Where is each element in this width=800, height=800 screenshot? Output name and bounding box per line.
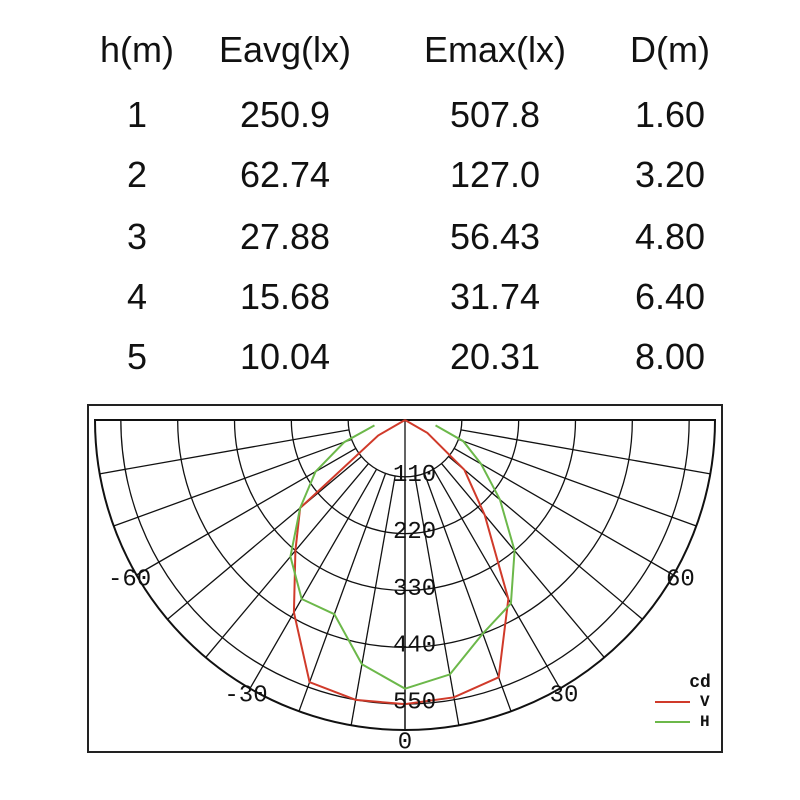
table-cell: 1 [126, 94, 148, 135]
theta-tick-label: 30 [550, 683, 579, 710]
table-cell: 20.31 [449, 336, 541, 377]
theta-grid-line [458, 438, 697, 527]
theta-tick-label: -30 [224, 683, 267, 710]
table-cell: 15.68 [239, 276, 331, 317]
theta-grid-line [350, 475, 396, 726]
chart-frame [87, 404, 723, 753]
theta-grid-line [113, 438, 352, 527]
theta-grid-line [167, 456, 362, 620]
r-tick-label: 550 [393, 690, 436, 717]
table-cell: 27.88 [239, 216, 331, 257]
r-tick-label: 330 [393, 576, 436, 603]
table-cell: 4.80 [634, 216, 706, 257]
theta-grid-line [99, 429, 350, 475]
legend-label: H [700, 713, 710, 731]
intensity-curve [292, 419, 510, 706]
table-cell: 6.40 [634, 276, 706, 317]
table-cell: 8.00 [634, 336, 706, 377]
table-cell: 3 [126, 216, 148, 257]
theta-grid-line [298, 473, 387, 712]
header-cell: Emax(lx) [424, 29, 566, 70]
header-cell: Eavg(lx) [218, 29, 352, 70]
legend-title: cd [689, 673, 711, 693]
table-cell: 31.74 [449, 276, 541, 317]
theta-tick-label: -60 [108, 566, 151, 593]
theta-tick-label: 0 [398, 729, 412, 756]
r-tick-label: 220 [393, 519, 436, 546]
theta-grid-line [414, 475, 460, 726]
table-cell: 4 [126, 276, 148, 317]
table-cell: 250.9 [239, 94, 331, 135]
r-tick-label: 440 [393, 633, 436, 660]
header-cell: D(m) [630, 29, 710, 70]
theta-grid-line [460, 429, 711, 475]
r-grid-ring [233, 419, 577, 592]
theta-grid-line [205, 463, 369, 658]
legend-label: V [700, 693, 710, 711]
theta-grid-line [448, 456, 643, 620]
table-cell: 5 [126, 336, 148, 377]
theta-grid-line [423, 473, 512, 712]
theta-grid-line [136, 447, 357, 576]
theta-tick-label: 60 [666, 566, 695, 593]
r-grid-ring [347, 419, 463, 478]
outer-rim [93, 419, 717, 731]
theta-grid-line [441, 463, 605, 658]
table-cell: 507.8 [449, 94, 541, 135]
table-cell: 2 [126, 154, 148, 195]
header-cell: h(m) [100, 29, 174, 70]
r-grid-ring [177, 419, 633, 648]
table-cell: 56.43 [449, 216, 541, 257]
r-grid-ring [290, 419, 520, 535]
r-tick-label: 110 [393, 462, 436, 489]
theta-grid-line [453, 447, 674, 576]
table-cell: 10.04 [239, 336, 331, 377]
table-cell: 1.60 [634, 94, 706, 135]
table-cell: 3.20 [634, 154, 706, 195]
theta-grid-line [432, 468, 561, 689]
table-cell: 62.74 [239, 154, 331, 195]
intensity-curve [289, 424, 516, 690]
table-cell: 127.0 [449, 154, 541, 195]
theta-grid-line [249, 468, 378, 689]
